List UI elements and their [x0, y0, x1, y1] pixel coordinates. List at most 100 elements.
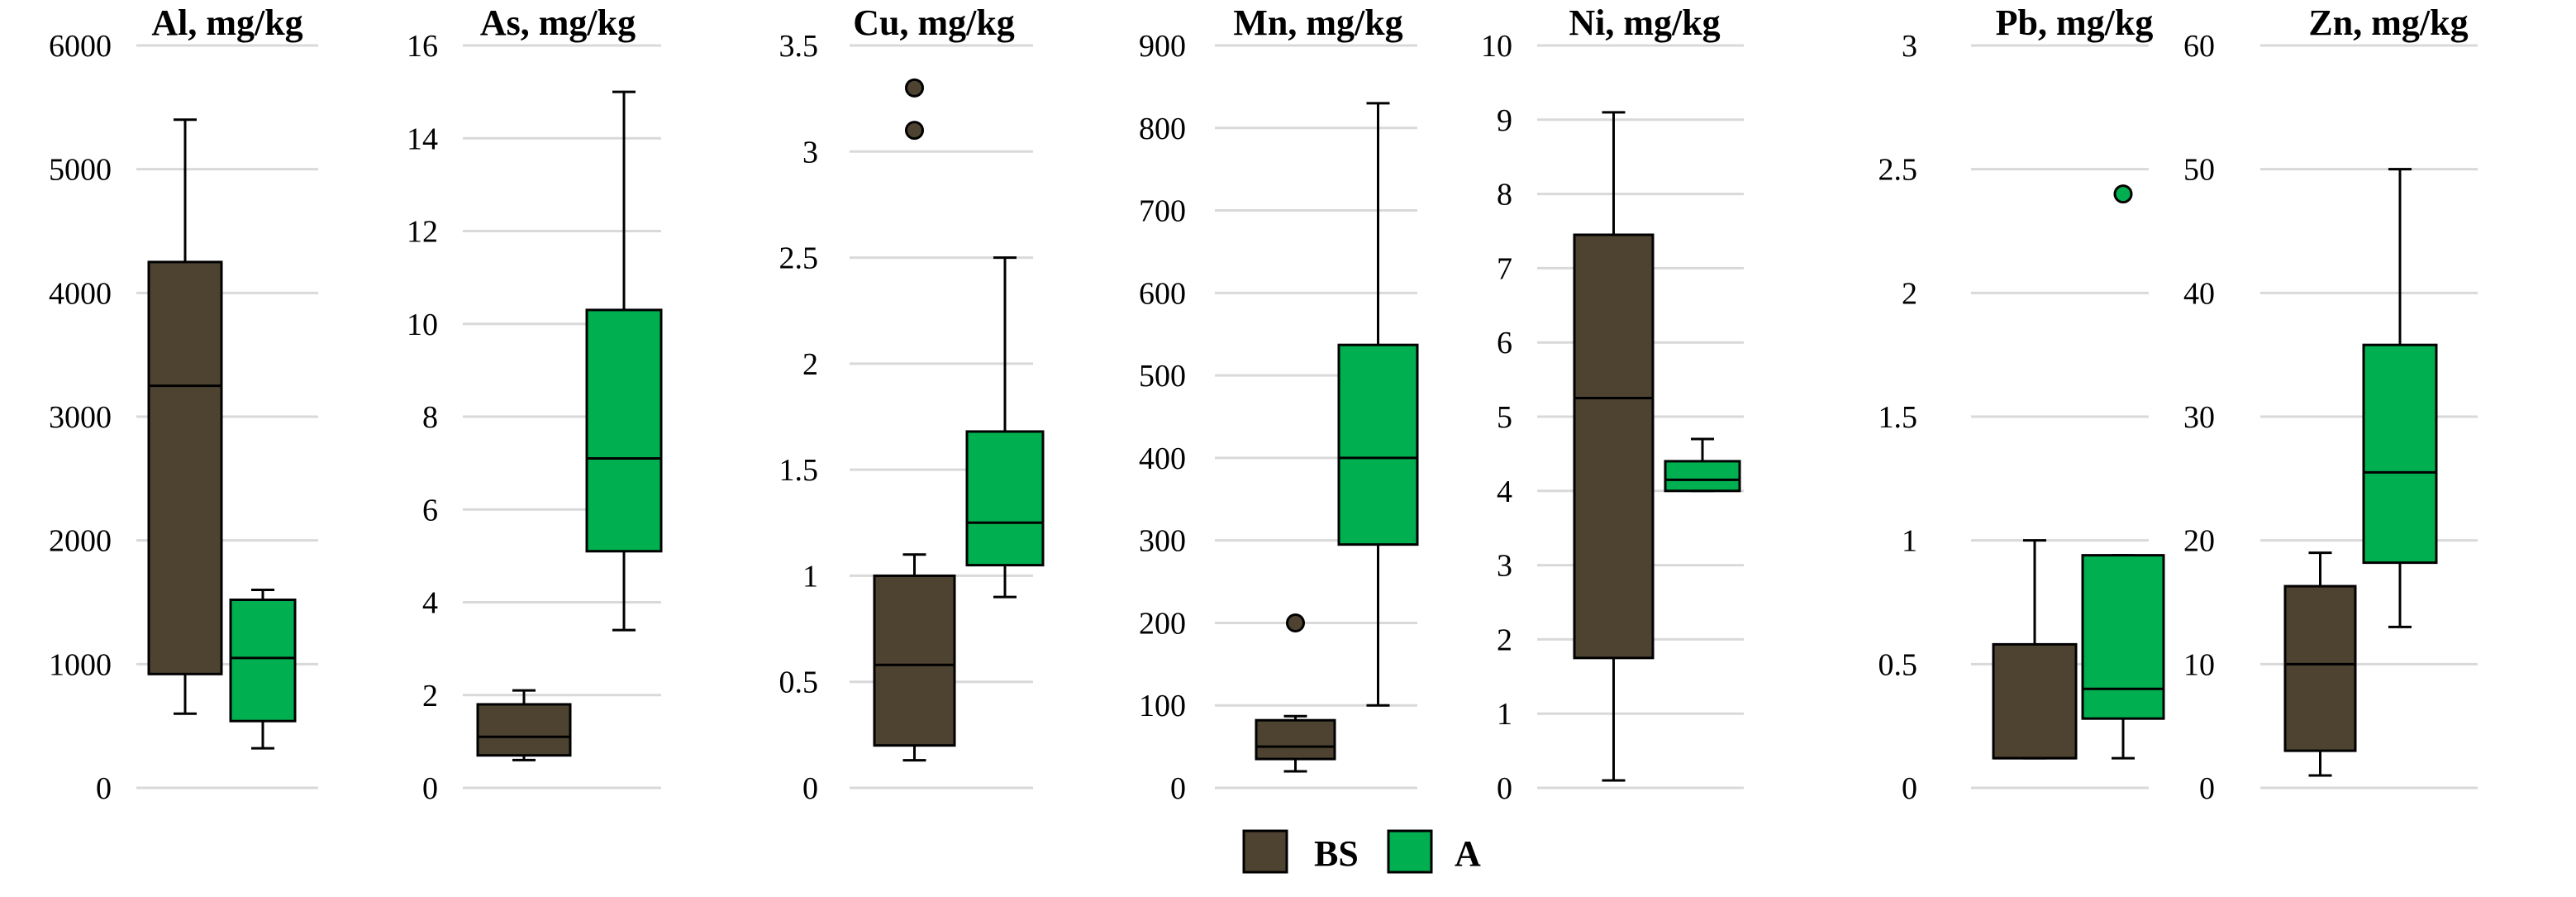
panel-3: 0 0.5 1 1.5 2 2.5 3 3.5 Cu, mg/kg — [779, 2, 1045, 806]
y-tick-label: 12 — [407, 215, 438, 250]
y-tick-label: 14 — [407, 122, 438, 156]
legend-item-a: A — [1387, 829, 1481, 874]
panel-title: Zn, mg/kg — [2308, 2, 2468, 43]
legend-swatch — [1387, 829, 1433, 874]
panel-5: 0 1 2 3 4 5 6 7 8 9 10 Ni, mg/kg — [1481, 2, 1744, 806]
y-tick-label: 2000 — [49, 524, 112, 559]
legend-label: A — [1455, 833, 1481, 874]
box-a — [1337, 102, 1419, 707]
y-tick-label: 3.5 — [779, 29, 819, 64]
y-tick-label: 800 — [1139, 112, 1186, 146]
y-tick-label: 6 — [1497, 326, 1512, 360]
box-a — [229, 589, 297, 750]
y-tick-label: 2 — [1902, 276, 1917, 311]
y-tick-label: 0 — [2199, 771, 2215, 806]
y-tick-label: 3 — [802, 135, 818, 169]
y-tick-label: 1.5 — [779, 453, 819, 488]
y-tick-label: 60 — [2183, 29, 2215, 64]
y-tick-label: 3 — [1497, 549, 1512, 584]
y-tick-label: 16 — [407, 29, 438, 64]
y-tick-label: 10 — [1481, 29, 1512, 64]
box-bs — [1992, 539, 2078, 760]
box-bs — [873, 78, 956, 762]
y-tick-label: 1 — [802, 559, 818, 594]
iqr-box — [873, 574, 956, 747]
box-bs — [1255, 613, 1336, 773]
iqr-box — [1573, 233, 1655, 660]
iqr-box — [476, 703, 572, 757]
y-tick-label: 10 — [407, 308, 438, 342]
y-tick-label: 500 — [1139, 359, 1186, 394]
outlier-point — [905, 78, 924, 98]
y-tick-label: 200 — [1139, 606, 1186, 641]
panel-title: Cu, mg/kg — [853, 2, 1015, 43]
legend-item-bs: BS — [1242, 829, 1359, 874]
y-tick-label: 700 — [1139, 194, 1186, 229]
iqr-box — [1664, 460, 1741, 493]
iqr-box — [965, 430, 1045, 567]
box-a — [585, 90, 663, 632]
y-tick-label: 600 — [1139, 276, 1186, 311]
panel-title: As, mg/kg — [480, 2, 636, 43]
y-tick-label: 7 — [1497, 251, 1512, 286]
box-a — [2362, 168, 2438, 628]
panel-title: Pb, mg/kg — [1996, 2, 2154, 43]
y-tick-label: 2.5 — [1878, 153, 1918, 188]
box-a — [965, 256, 1045, 599]
legend-label: BS — [1314, 833, 1359, 874]
y-tick-label: 40 — [2183, 276, 2215, 311]
panel-2: 0 2 4 6 8 10 12 14 16 As, mg/kg — [407, 2, 663, 806]
box-bs — [2283, 551, 2357, 777]
y-tick-label: 9 — [1497, 103, 1512, 138]
y-tick-label: 900 — [1139, 29, 1186, 64]
y-tick-label: 0 — [422, 771, 438, 806]
outlier-point — [905, 121, 924, 141]
y-tick-label: 1 — [1497, 697, 1512, 732]
y-tick-label: 2 — [422, 679, 438, 713]
iqr-box — [2283, 584, 2357, 752]
y-tick-label: 0 — [96, 771, 112, 806]
iqr-box — [2362, 343, 2438, 565]
panel-title: Ni, mg/kg — [1569, 2, 1720, 43]
outlier-point — [2113, 184, 2133, 204]
legend: BS A — [1242, 829, 1481, 874]
y-tick-label: 4 — [1497, 475, 1512, 509]
iqr-box — [1337, 343, 1419, 546]
y-tick-label: 0 — [1170, 771, 1186, 806]
legend-swatch — [1242, 829, 1288, 874]
y-tick-label: 20 — [2183, 524, 2215, 559]
panel-6: 0 0.5 1 1.5 2 2.5 3 Pb, mg/kg — [1878, 2, 2165, 806]
y-tick-label: 6 — [422, 493, 438, 527]
y-tick-label: 3 — [1902, 29, 1917, 64]
y-tick-label: 8 — [422, 400, 438, 435]
box-a — [2081, 184, 2165, 760]
box-bs — [1573, 111, 1655, 782]
y-tick-label: 1000 — [49, 647, 112, 682]
y-tick-label: 50 — [2183, 153, 2215, 188]
outlier-point — [1286, 613, 1305, 632]
box-bs — [147, 118, 223, 715]
y-tick-label: 8 — [1497, 178, 1512, 212]
y-tick-label: 3000 — [49, 400, 112, 435]
y-tick-label: 0 — [1497, 771, 1512, 806]
y-tick-label: 10 — [2183, 647, 2215, 682]
iqr-box — [147, 260, 223, 675]
panel-title: Mn, mg/kg — [1233, 2, 1402, 43]
y-tick-label: 400 — [1139, 441, 1186, 476]
y-tick-label: 300 — [1139, 524, 1186, 559]
iqr-box — [1992, 642, 2078, 760]
y-tick-label: 5000 — [49, 153, 112, 188]
box-bs — [476, 689, 572, 761]
y-tick-label: 0.5 — [1878, 647, 1918, 682]
y-tick-label: 4 — [422, 586, 438, 621]
y-tick-label: 0 — [1902, 771, 1917, 806]
iqr-box — [585, 308, 663, 553]
y-tick-label: 1 — [1902, 524, 1917, 559]
y-tick-label: 4000 — [49, 276, 112, 311]
y-tick-label: 0 — [802, 771, 818, 806]
panel-1: 0 1000 2000 3000 4000 5000 6000 Al, mg/kg — [49, 2, 318, 806]
panel-title: Al, mg/kg — [151, 2, 302, 43]
y-tick-label: 6000 — [49, 29, 112, 64]
